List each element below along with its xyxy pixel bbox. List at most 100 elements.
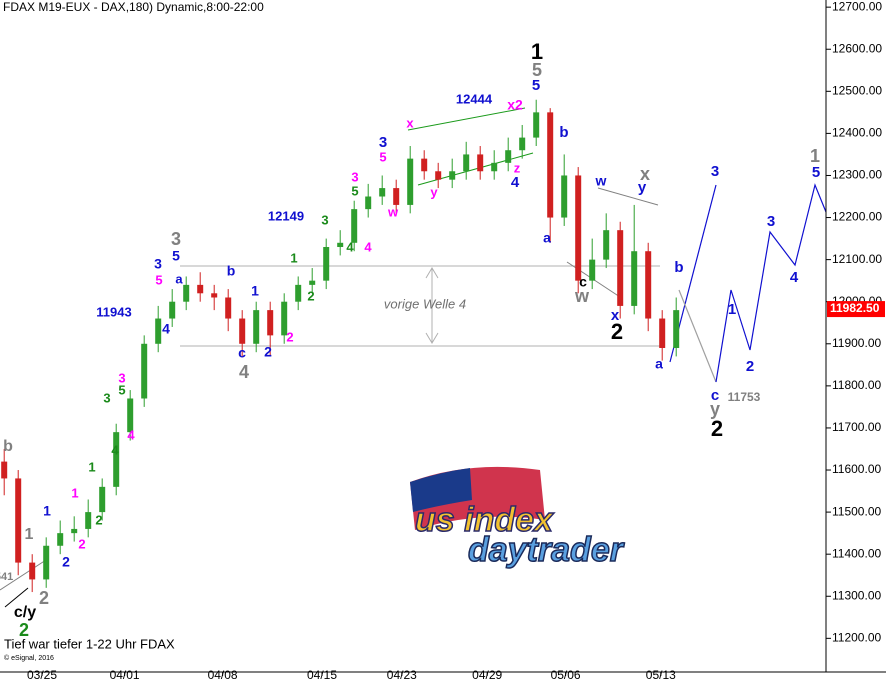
candle-body bbox=[631, 251, 638, 306]
candle-body bbox=[127, 398, 134, 433]
wave-label: 12444 bbox=[456, 91, 493, 106]
y-tick-label: 11200.00 bbox=[832, 631, 881, 645]
wave-label: 3 bbox=[351, 169, 358, 184]
wave-label: y bbox=[638, 179, 647, 196]
triangle-line bbox=[597, 187, 659, 206]
wave-label: 3 bbox=[767, 213, 775, 230]
candle-body bbox=[519, 137, 526, 151]
wave-label: 11753 bbox=[728, 390, 761, 404]
projection bbox=[678, 289, 717, 383]
arrow bbox=[4, 587, 29, 608]
candle-body bbox=[43, 545, 50, 580]
candle-body bbox=[239, 318, 246, 344]
candle-body bbox=[1, 461, 8, 479]
candle-body bbox=[295, 284, 302, 302]
candle-body bbox=[561, 175, 568, 218]
candle-body bbox=[99, 486, 106, 513]
candle-body bbox=[379, 188, 386, 197]
candle-body bbox=[351, 209, 358, 243]
wave-label: 5 bbox=[118, 382, 125, 397]
candle-body bbox=[533, 112, 540, 138]
y-tick-label: 12500.00 bbox=[832, 83, 882, 97]
candle-body bbox=[57, 533, 64, 546]
projection bbox=[715, 183, 827, 383]
candle-body bbox=[71, 528, 78, 534]
wave-label: 4 bbox=[162, 321, 170, 337]
candle-body bbox=[211, 293, 218, 298]
candle-body bbox=[491, 162, 498, 172]
wave-label: 1 bbox=[71, 485, 78, 500]
wave-label: 1 bbox=[531, 39, 543, 64]
candle-body bbox=[183, 284, 190, 302]
wave-label: 1 bbox=[43, 503, 51, 519]
wave-label: 3 bbox=[171, 229, 181, 249]
candle-body bbox=[309, 280, 316, 285]
wave-label: w bbox=[595, 173, 607, 189]
wave-label: x bbox=[640, 164, 650, 184]
wave-label: 2 bbox=[611, 319, 623, 344]
candle-body bbox=[589, 259, 596, 281]
y-tick-label: 11900.00 bbox=[832, 336, 881, 350]
candle-body bbox=[253, 310, 260, 344]
flag-canton bbox=[410, 468, 472, 512]
candle-body bbox=[225, 297, 232, 319]
candle-body bbox=[603, 230, 610, 260]
logo: us index daytrader bbox=[410, 466, 625, 570]
x-tick-label: 04/08 bbox=[208, 668, 238, 682]
wave-label: c bbox=[711, 387, 719, 404]
x-tick-label: 05/06 bbox=[551, 668, 581, 682]
wave-label: 2 bbox=[39, 588, 49, 608]
y-tick-label: 11600.00 bbox=[832, 462, 881, 476]
wave-label: 5 bbox=[172, 248, 180, 264]
candle-body bbox=[169, 301, 176, 319]
wave-label: y bbox=[710, 399, 720, 419]
candle-body bbox=[673, 310, 680, 348]
wave-label: 3 bbox=[379, 134, 387, 151]
wave-label: a bbox=[543, 230, 551, 246]
chart-title: FDAX M19-EUX - DAX,180) Dynamic,8:00-22:… bbox=[3, 0, 264, 14]
wave-label: 2 bbox=[78, 536, 85, 551]
wave-label: 3 bbox=[118, 370, 125, 385]
wave-label: 4 bbox=[346, 239, 354, 254]
channel-line bbox=[407, 107, 526, 131]
candle-body bbox=[141, 343, 148, 399]
y-tick-label: 12700.00 bbox=[832, 0, 882, 13]
wave-label: 1 bbox=[88, 459, 95, 474]
candle-body bbox=[85, 512, 92, 529]
candle-body bbox=[113, 432, 120, 487]
candle-body bbox=[393, 188, 400, 205]
wave-label: 4 bbox=[511, 174, 520, 191]
wave-label: 3 bbox=[711, 163, 719, 180]
candle-body bbox=[281, 301, 288, 336]
wave-label: 2 bbox=[286, 329, 293, 344]
wave-label: b bbox=[559, 124, 568, 141]
candle-body bbox=[421, 158, 428, 172]
wave-label: x2 bbox=[507, 97, 523, 113]
candle-body bbox=[197, 284, 204, 294]
candle-body bbox=[645, 251, 652, 319]
wave-label: b bbox=[674, 259, 683, 276]
range-label: vorige Welle 4 bbox=[384, 296, 466, 311]
wave-label: 3 bbox=[321, 212, 328, 227]
footnote: Tief war tiefer 1-22 Uhr FDAX bbox=[4, 636, 175, 651]
y-tick-label: 12400.00 bbox=[832, 126, 882, 140]
x-tick-label: 04/01 bbox=[110, 668, 140, 682]
x-tick-label: 04/29 bbox=[472, 668, 502, 682]
wave-label: 4 bbox=[127, 427, 135, 442]
candle-body bbox=[575, 175, 582, 281]
wave-label: 1 bbox=[728, 301, 736, 318]
wave-label: 2 bbox=[19, 620, 29, 640]
x-tick-label: 03/25 bbox=[27, 668, 57, 682]
wave-label: w bbox=[387, 204, 399, 219]
wave-label: c bbox=[238, 345, 246, 361]
wave-label: 3 bbox=[103, 390, 110, 405]
wave-label: 3 bbox=[154, 256, 162, 272]
x-tick-label: 04/15 bbox=[307, 668, 337, 682]
wave-label: 2 bbox=[711, 416, 723, 441]
candle-body bbox=[659, 318, 666, 348]
y-tick-label: 12600.00 bbox=[832, 41, 882, 55]
wave-label: 11943 bbox=[96, 304, 131, 319]
candle-body bbox=[463, 154, 470, 172]
